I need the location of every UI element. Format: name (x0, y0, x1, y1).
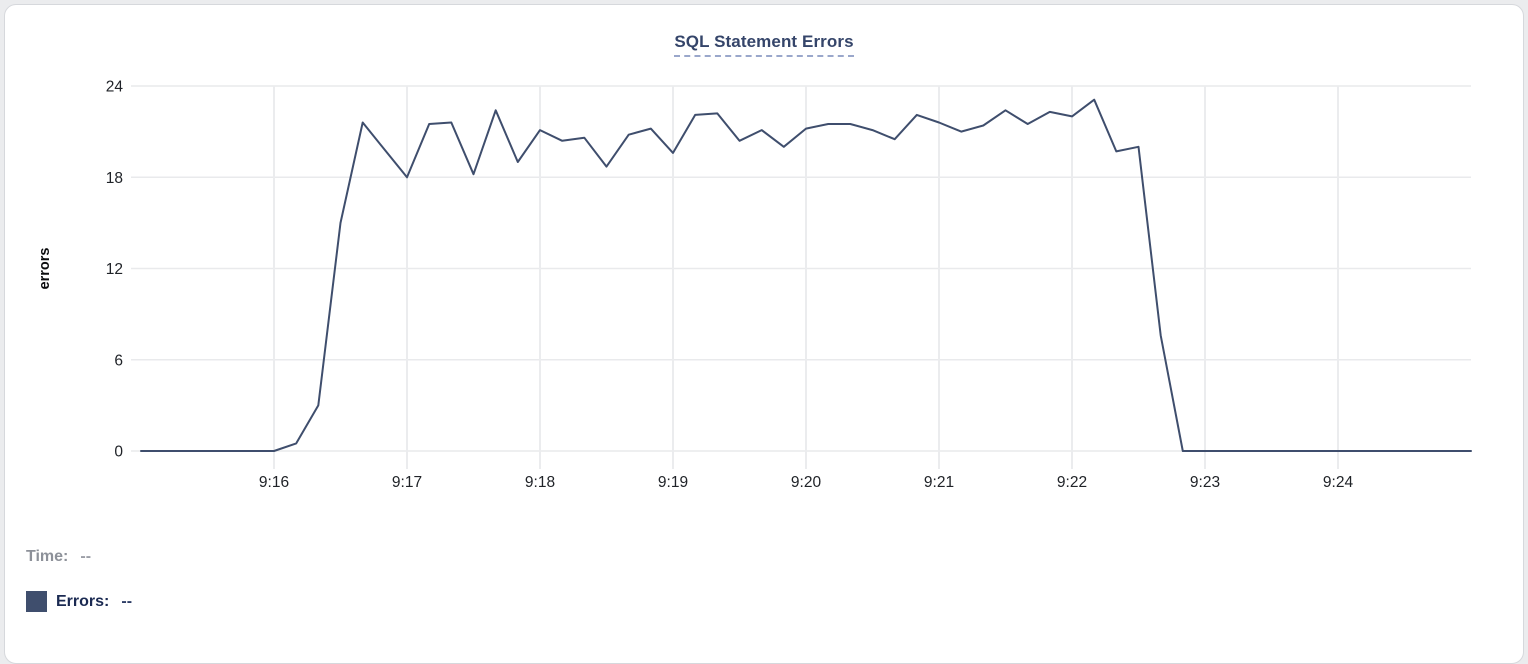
x-tick-label: 9:16 (259, 474, 289, 491)
errors-series-line (140, 98, 1472, 452)
legend-item-errors[interactable]: Errors: -- (26, 591, 132, 612)
y-tick-label: 6 (114, 352, 123, 369)
x-tick-label: 9:22 (1057, 474, 1087, 491)
x-tick-label: 9:24 (1323, 474, 1354, 491)
x-tick-label: 9:20 (791, 474, 822, 491)
y-axis-title: errors (37, 248, 53, 290)
y-tick-label: 18 (106, 170, 123, 187)
errors-label: Errors: (56, 592, 110, 610)
x-tick-label: 9:21 (924, 474, 954, 491)
chart-header: SQL Statement Errors (5, 32, 1523, 57)
hover-readout-time: Time: -- (26, 548, 91, 566)
y-tick-label: 12 (106, 261, 123, 278)
time-label: Time: (26, 548, 69, 565)
y-tick-label: 24 (106, 79, 124, 96)
errors-line-chart[interactable]: 0 6 12 18 24 9:16 9:17 9:18 9:19 9:20 9:21 9:22 9:23… (5, 5, 1525, 653)
x-tick-label: 9:17 (392, 474, 422, 491)
y-tick-label: 0 (114, 444, 123, 461)
time-value: -- (80, 548, 92, 565)
x-tick-label: 9:19 (658, 474, 688, 491)
errors-series-swatch (26, 591, 47, 612)
chart-card: SQL Statement Errors 0 6 12 18 24 9:16 9:17 9:1… (4, 4, 1524, 664)
x-tick-label: 9:18 (525, 474, 555, 491)
errors-value: -- (121, 592, 133, 610)
chart-title[interactable]: SQL Statement Errors (674, 32, 854, 57)
x-tick-label: 9:23 (1190, 474, 1220, 491)
